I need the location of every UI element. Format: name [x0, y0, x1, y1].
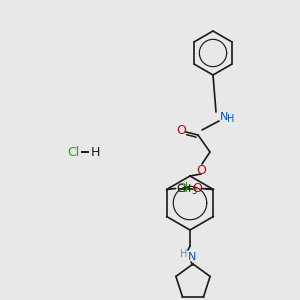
Text: O: O — [176, 124, 186, 136]
Text: Cl: Cl — [176, 182, 189, 195]
Text: H: H — [180, 249, 188, 259]
Text: H: H — [227, 114, 235, 124]
Text: N: N — [188, 252, 196, 262]
Text: Cl: Cl — [67, 146, 79, 158]
Text: CH: CH — [177, 184, 192, 194]
Text: N: N — [220, 112, 228, 122]
Text: O: O — [196, 164, 206, 176]
Text: O: O — [192, 182, 202, 195]
Text: H: H — [90, 146, 100, 158]
Text: 3: 3 — [191, 187, 197, 196]
